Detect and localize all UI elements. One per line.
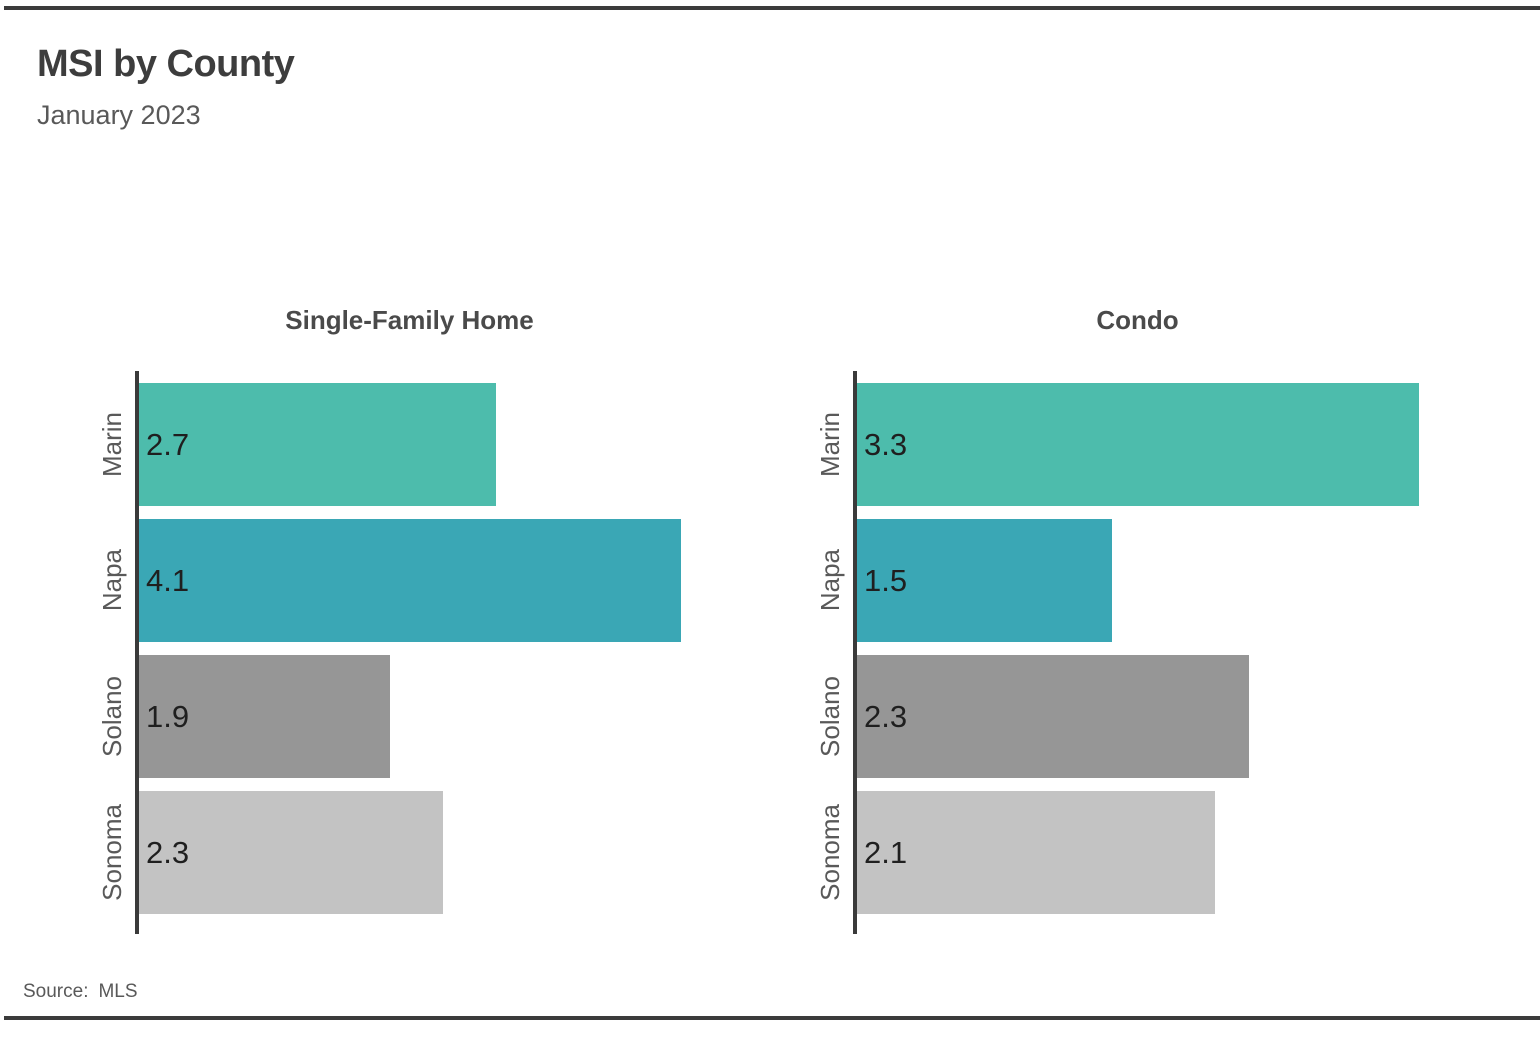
bar-value-label: 2.7 xyxy=(146,426,190,462)
bar-marin: 3.3 xyxy=(857,383,1419,506)
plot: Marin Napa Solano Sonoma 2.7 4.1 1.9 2.3 xyxy=(90,371,681,934)
category-cell: Solano xyxy=(808,655,853,778)
category-cell: Napa xyxy=(808,519,853,642)
source-value: MLS xyxy=(98,981,138,1002)
bottom-border-rule xyxy=(4,1016,1540,1020)
category-label-marin: Marin xyxy=(97,411,127,477)
bar-value-label: 2.3 xyxy=(864,698,908,734)
category-label-solano: Solano xyxy=(97,676,127,757)
report-header: MSI by County January 2023 xyxy=(37,43,295,131)
category-cell: Marin xyxy=(90,383,135,506)
category-label-solano: Solano xyxy=(815,676,845,757)
bar-value-label: 1.9 xyxy=(146,698,190,734)
bar-value-label: 2.1 xyxy=(864,834,908,870)
bar-napa: 1.5 xyxy=(857,519,1113,642)
bar-solano: 2.3 xyxy=(857,655,1249,778)
bar-sonoma: 2.1 xyxy=(857,791,1215,914)
bars-area: 2.7 4.1 1.9 2.3 xyxy=(135,371,681,934)
page-subtitle: January 2023 xyxy=(37,99,201,130)
top-border-rule xyxy=(4,6,1540,10)
bar-napa: 4.1 xyxy=(139,519,681,642)
chart-title: Single-Family Home xyxy=(285,305,534,335)
chart-condo: Condo Marin Napa Solano Sonoma 3.3 1.5 2.3 2.1 xyxy=(808,305,1419,934)
category-label-marin: Marin xyxy=(815,411,845,477)
page-title: MSI by County xyxy=(37,43,295,85)
chart-single-family-home: Single-Family Home Marin Napa Solano Sonoma… xyxy=(90,305,681,934)
plot: Marin Napa Solano Sonoma 3.3 1.5 2.3 2.1 xyxy=(808,371,1419,934)
category-labels: Marin Napa Solano Sonoma xyxy=(808,371,853,934)
bar-value-label: 2.3 xyxy=(146,834,190,870)
bar-sonoma: 2.3 xyxy=(139,791,444,914)
category-cell: Sonoma xyxy=(808,791,853,914)
category-labels: Marin Napa Solano Sonoma xyxy=(90,371,135,934)
source-label: Source: xyxy=(23,981,89,1002)
bar-value-label: 1.5 xyxy=(864,562,908,598)
bar-value-label: 3.3 xyxy=(864,426,908,462)
bar-solano: 1.9 xyxy=(139,655,391,778)
category-label-napa: Napa xyxy=(815,549,845,612)
category-cell: Napa xyxy=(90,519,135,642)
bar-marin: 2.7 xyxy=(139,383,496,506)
category-cell: Solano xyxy=(90,655,135,778)
category-cell: Marin xyxy=(808,383,853,506)
category-cell: Sonoma xyxy=(90,791,135,914)
category-label-sonoma: Sonoma xyxy=(97,804,127,901)
category-label-napa: Napa xyxy=(97,549,127,612)
category-label-sonoma: Sonoma xyxy=(815,804,845,901)
source-note: Source: MLS xyxy=(23,981,138,1003)
bars-area: 3.3 1.5 2.3 2.1 xyxy=(853,371,1419,934)
bar-value-label: 4.1 xyxy=(146,562,190,598)
chart-title: Condo xyxy=(1096,305,1179,335)
